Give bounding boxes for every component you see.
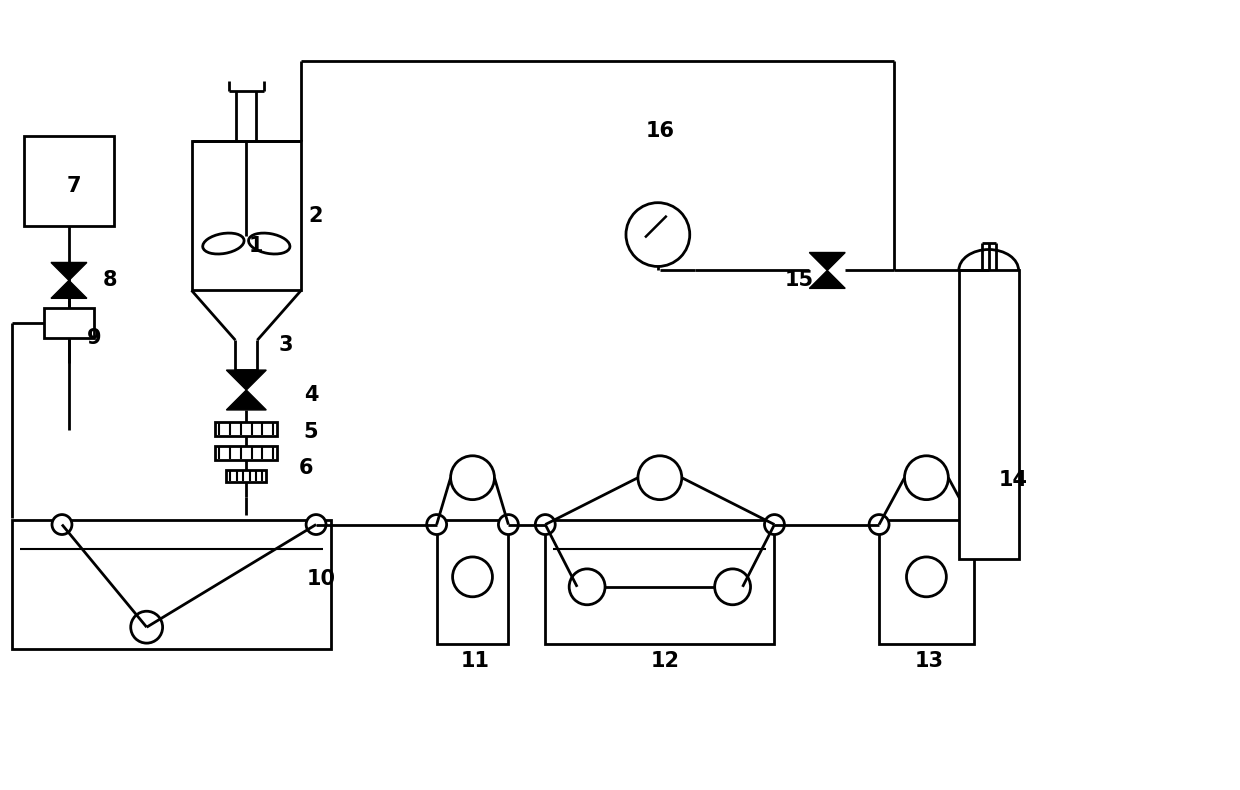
Polygon shape (51, 262, 87, 280)
Bar (45, 308, 94, 338)
Text: 7: 7 (67, 175, 81, 196)
Circle shape (637, 456, 682, 499)
Circle shape (906, 557, 946, 596)
Bar (546, 520, 775, 644)
Text: 16: 16 (645, 121, 675, 141)
Bar (24, 136, 114, 226)
Ellipse shape (202, 233, 244, 254)
Circle shape (427, 514, 446, 535)
Bar (216, 422, 278, 436)
Text: 1: 1 (249, 235, 264, 255)
Polygon shape (51, 280, 87, 299)
Circle shape (130, 611, 162, 643)
Polygon shape (810, 270, 846, 288)
Bar (191, 141, 301, 291)
Bar (879, 520, 973, 644)
Bar (12, 520, 331, 649)
Bar (436, 520, 508, 644)
Circle shape (453, 557, 492, 596)
Polygon shape (810, 253, 846, 270)
Circle shape (765, 514, 785, 535)
Text: 9: 9 (87, 328, 102, 348)
Bar (216, 446, 278, 460)
Polygon shape (227, 390, 267, 410)
Circle shape (904, 456, 949, 499)
Circle shape (714, 569, 750, 605)
Text: 3: 3 (279, 335, 294, 356)
Text: 14: 14 (999, 470, 1028, 490)
Circle shape (869, 514, 889, 535)
Circle shape (626, 203, 689, 266)
Text: 12: 12 (650, 651, 680, 671)
Text: 8: 8 (103, 270, 117, 291)
Bar (227, 470, 267, 482)
Ellipse shape (248, 233, 290, 254)
Circle shape (569, 569, 605, 605)
Circle shape (306, 514, 326, 535)
Text: 2: 2 (309, 205, 324, 226)
Circle shape (498, 514, 518, 535)
Polygon shape (227, 370, 267, 390)
Text: 15: 15 (785, 270, 813, 291)
Bar (959, 270, 1018, 559)
Text: 5: 5 (304, 422, 319, 442)
Text: 6: 6 (299, 457, 314, 478)
Text: 13: 13 (914, 651, 944, 671)
Text: 11: 11 (461, 651, 490, 671)
Text: 4: 4 (304, 385, 319, 405)
Circle shape (536, 514, 556, 535)
Text: 10: 10 (306, 570, 336, 589)
Circle shape (450, 456, 495, 499)
Circle shape (52, 514, 72, 535)
